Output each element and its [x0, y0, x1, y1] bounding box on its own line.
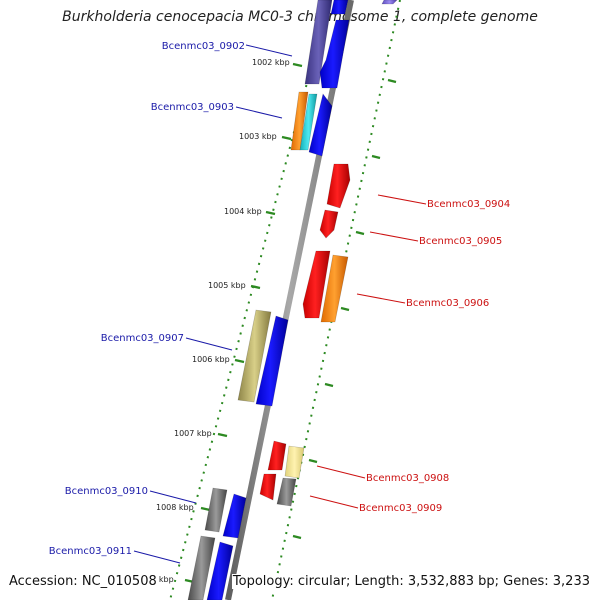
- kbp-label: 1007 kbp: [174, 429, 212, 438]
- topology-summary: Topology: circular; Length: 3,532,883 bp…: [231, 574, 591, 589]
- gene-0906-orange: [320, 254, 349, 323]
- kbp-label: 1002 kbp: [252, 58, 290, 67]
- gene-top-arrow: [330, 0, 349, 15]
- gene-0909-gray: [276, 477, 297, 507]
- accession-text: Accession: NC_010508: [8, 574, 158, 589]
- leader-lines: [133, 44, 427, 564]
- gene-label[interactable]: Bcenmc03_0907: [101, 333, 184, 344]
- gene-0909-red: [259, 473, 277, 501]
- map-title: Burkholderia cenocepacia MC0-3 chromosom…: [62, 9, 538, 25]
- gene-0903-arrow: [308, 93, 333, 157]
- gene-label[interactable]: Bcenmc03_0911: [49, 546, 132, 557]
- gene-0904-arrow: [326, 163, 351, 209]
- gene-0910-arrow: [222, 493, 247, 539]
- gene-0906-red: [302, 250, 331, 319]
- gene-0903-cyan: [299, 93, 318, 151]
- kbp-label: 1006 kbp: [192, 355, 230, 364]
- chromosome-backbone: [225, 0, 354, 600]
- gene-0907-arrow: [255, 315, 289, 407]
- gene-0911-arrow: [206, 541, 234, 600]
- gene-label[interactable]: Bcenmc03_0910: [65, 486, 148, 497]
- gene-label[interactable]: Bcenmc03_0904: [427, 199, 510, 210]
- gene-top-right: [381, 0, 398, 5]
- gene-label[interactable]: Bcenmc03_0906: [406, 298, 489, 309]
- kbp-label: 1004 kbp: [224, 207, 262, 216]
- gene-features: [187, 0, 398, 600]
- kbp-label: 1008 kbp: [156, 503, 194, 512]
- gene-label[interactable]: Bcenmc03_0903: [151, 102, 234, 113]
- gene-0910-gray: [204, 487, 228, 533]
- gene-0908-red: [267, 440, 287, 471]
- gene-0902-arrow: [319, 19, 350, 89]
- kbp-label: 1005 kbp: [208, 281, 246, 290]
- kbp-label: 1003 kbp: [239, 132, 277, 141]
- gene-0908-yellow: [284, 445, 305, 479]
- gene-labels: Bcenmc03_0902 Bcenmc03_0903 Bcenmc03_090…: [49, 41, 511, 557]
- gene-0902-block: [304, 0, 333, 85]
- gene-0905-arrow: [319, 209, 339, 239]
- gene-label[interactable]: Bcenmc03_0905: [419, 236, 502, 247]
- gene-label[interactable]: Bcenmc03_0908: [366, 473, 449, 484]
- gene-label[interactable]: Bcenmc03_0902: [162, 41, 245, 52]
- major-ticks: [184, 62, 397, 584]
- gene-0911-gray: [187, 535, 216, 600]
- gene-label[interactable]: Bcenmc03_0909: [359, 503, 442, 514]
- gene-0907-khaki: [237, 309, 272, 403]
